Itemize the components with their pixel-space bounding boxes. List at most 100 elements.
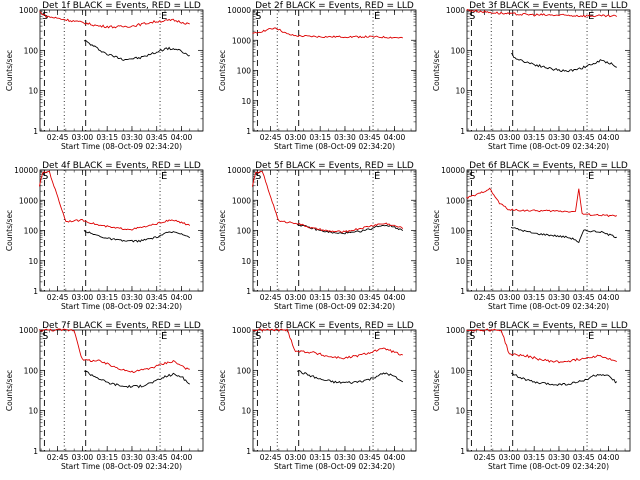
x-tick-label: 03:30 — [334, 133, 356, 142]
x-tick-label: 03:15 — [309, 453, 331, 462]
x-axis-label: Start Time (08-Oct-09 02:34:20) — [61, 462, 182, 471]
x-tick-label: 02:45 — [474, 293, 496, 302]
start-marker: S — [255, 11, 261, 22]
y-tick-label: 10000 — [227, 6, 251, 15]
x-tick-label: 02:45 — [47, 293, 69, 302]
y-tick-label: 100 — [237, 366, 252, 375]
x-tick-label: 03:00 — [499, 293, 521, 302]
y-tick-label: 1 — [33, 127, 38, 136]
y-tick-label: 10 — [28, 407, 38, 416]
y-tick-label: 1 — [460, 287, 465, 296]
x-tick-label: 02:45 — [474, 133, 496, 142]
detector-panel-4: Det 4f BLACK = Events, RED = LLD 1 10 100 10… — [5, 161, 204, 311]
start-marker: S — [255, 331, 261, 342]
x-tick-label: 03:00 — [72, 293, 94, 302]
detector-panel-7: Det 7f BLACK = Events, RED = LLD 1 10 100 10… — [5, 321, 204, 471]
start-marker: S — [469, 331, 475, 342]
y-tick-label: 1000 — [446, 326, 465, 335]
y-axis-label: Counts/sec — [432, 50, 441, 91]
y-tick-label: 10 — [455, 257, 465, 266]
x-tick-label: 03:45 — [573, 133, 595, 142]
detector-panel-2: Det 2f BLACK = Events, RED = LLD 1 10 100 10… — [218, 1, 417, 151]
x-tick-label: 03:15 — [523, 453, 545, 462]
x-tick-label: 03:15 — [309, 133, 331, 142]
y-tick-label: 100 — [451, 366, 466, 375]
y-tick-label: 10 — [455, 87, 465, 96]
series-events — [510, 53, 617, 73]
series-events — [510, 226, 617, 244]
y-tick-label: 1000 — [232, 36, 251, 45]
x-tick-label: 03:15 — [523, 133, 545, 142]
y-tick-label: 1000 — [446, 196, 465, 205]
chart-title: Det 7f BLACK = Events, RED = LLD — [42, 321, 201, 331]
y-tick-label: 100 — [451, 227, 466, 236]
end-marker: E — [161, 331, 167, 342]
plot-frame — [39, 9, 204, 132]
x-tick-label: 03:45 — [359, 453, 381, 462]
x-tick-label: 02:45 — [474, 453, 496, 462]
y-tick-label: 10000 — [227, 166, 251, 175]
y-tick-label: 10 — [28, 87, 38, 96]
y-axis-label: Counts/sec — [218, 50, 227, 91]
y-tick-label: 10 — [241, 97, 251, 106]
x-tick-label: 03:45 — [146, 293, 168, 302]
x-tick-label: 03:30 — [121, 133, 143, 142]
end-marker: E — [588, 171, 594, 182]
chart-title: Det 8f BLACK = Events, RED = LLD — [255, 321, 414, 331]
y-tick-label: 10 — [241, 407, 251, 416]
x-tick-label: 04:00 — [598, 293, 620, 302]
series-lld — [251, 170, 404, 234]
x-axis-label: Start Time (08-Oct-09 02:34:20) — [61, 142, 182, 151]
x-tick-label: 03:15 — [96, 453, 118, 462]
chart-title: Det 2f BLACK = Events, RED = LLD — [255, 1, 414, 11]
y-tick-label: 10 — [455, 407, 465, 416]
series-lld — [252, 328, 403, 360]
y-tick-label: 100 — [24, 227, 39, 236]
x-tick-label: 03:30 — [334, 293, 356, 302]
y-tick-label: 100 — [237, 67, 252, 76]
start-marker: S — [469, 11, 475, 22]
y-tick-label: 1 — [246, 447, 251, 456]
y-tick-label: 10 — [28, 257, 38, 266]
detector-panel-9: Det 9f BLACK = Events, RED = LLD 1 10 100 10… — [432, 321, 631, 471]
x-tick-label: 03:30 — [121, 293, 143, 302]
detector-panel-8: Det 8f BLACK = Events, RED = LLD 1 10 100 10… — [218, 321, 417, 471]
x-tick-label: 04:00 — [171, 293, 193, 302]
x-tick-label: 04:00 — [171, 133, 193, 142]
x-tick-label: 03:00 — [72, 133, 94, 142]
end-marker: E — [161, 11, 167, 22]
start-marker: S — [42, 171, 48, 182]
y-tick-label: 1 — [246, 127, 251, 136]
y-tick-label: 1 — [33, 287, 38, 296]
x-axis-label: Start Time (08-Oct-09 02:34:20) — [274, 462, 395, 471]
y-tick-label: 10000 — [441, 166, 465, 175]
y-axis-label: Counts/sec — [432, 370, 441, 411]
x-axis-label: Start Time (08-Oct-09 02:34:20) — [488, 302, 609, 311]
y-tick-label: 1000 — [232, 196, 251, 205]
x-tick-label: 03:30 — [548, 293, 570, 302]
chart-title: Det 1f BLACK = Events, RED = LLD — [42, 1, 201, 11]
y-tick-label: 100 — [237, 227, 252, 236]
y-tick-label: 100 — [451, 46, 466, 55]
plot-frame — [466, 329, 631, 452]
x-tick-label: 03:45 — [359, 133, 381, 142]
y-tick-label: 100 — [24, 46, 39, 55]
y-axis-label: Counts/sec — [5, 210, 14, 251]
y-axis-label: Counts/sec — [218, 210, 227, 251]
x-tick-label: 03:30 — [548, 133, 570, 142]
detector-panel-6: Det 6f BLACK = Events, RED = LLD 1 10 100 10… — [432, 161, 631, 311]
x-tick-label: 03:00 — [499, 453, 521, 462]
start-marker: S — [42, 331, 48, 342]
x-tick-label: 03:15 — [523, 293, 545, 302]
series-lld — [466, 187, 617, 218]
y-tick-label: 10 — [241, 257, 251, 266]
chart-title: Det 4f BLACK = Events, RED = LLD — [42, 161, 201, 171]
x-tick-label: 02:45 — [47, 453, 69, 462]
start-marker: S — [255, 171, 261, 182]
x-tick-label: 03:45 — [573, 293, 595, 302]
x-tick-label: 03:00 — [499, 133, 521, 142]
plot-frame — [466, 9, 631, 132]
x-tick-label: 03:00 — [285, 293, 307, 302]
chart-title: Det 9f BLACK = Events, RED = LLD — [469, 321, 628, 331]
